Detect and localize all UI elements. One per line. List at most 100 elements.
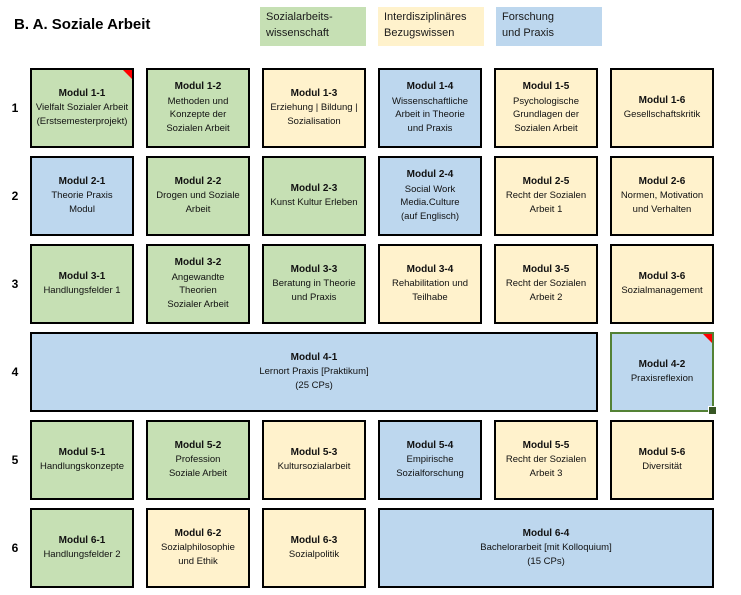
module-title-line: Soziale Arbeit <box>168 468 228 480</box>
module-title-line: Handlungsfelder 1 <box>43 285 121 297</box>
legend-label: Bezugswissen <box>384 26 455 39</box>
modul-5-4-box[interactable]: Modul 5-4 Empirische Sozialforschung <box>378 420 482 500</box>
semester-row-3: 3 Modul 3-1 Handlungsfelder 1 Modul 3-2 Ange… <box>0 244 741 324</box>
modul-4-2-box[interactable]: Modul 4-2 Praxisreflexion <box>610 332 717 415</box>
module-id: Modul 1-5 <box>522 81 570 93</box>
modul-6-2-box[interactable]: Modul 6-2 Sozialphilosophie und Ethik <box>146 508 250 588</box>
modul-1-1-box[interactable]: Modul 1-1 Vielfalt Sozialer Arbeit (Erstse… <box>30 68 134 148</box>
modul-5-5-box[interactable]: Modul 5-5 Recht der Sozialen Arbeit 3 <box>494 420 598 500</box>
row-boxes: Modul 4-1 Lernort Praxis [Praktikum] (25 C… <box>30 332 717 415</box>
module-id: Modul 4-1 <box>290 351 338 363</box>
module-id: Modul 6-4 <box>522 527 570 539</box>
module-title-line: Angewandte <box>171 271 225 283</box>
semester-row-2: 2 Modul 2-1 Theorie Praxis Modul Modul 2-2 Dr… <box>0 156 741 236</box>
comment-marker-icon <box>123 70 132 79</box>
module-id: Modul 3-1 <box>58 270 106 282</box>
page-title: B. A. Soziale Arbeit <box>14 16 151 33</box>
module-title-line: (25 CPs) <box>295 380 333 392</box>
module-id: Modul 1-3 <box>290 87 338 99</box>
module-title-line: Handlungsfelder 2 <box>43 549 121 561</box>
module-id: Modul 6-2 <box>174 527 222 539</box>
modul-2-4-box[interactable]: Modul 2-4 Social Work Media.Culture (auf En… <box>378 156 482 236</box>
modul-2-6-box[interactable]: Modul 2-6 Normen, Motivation und Verhalten <box>610 156 714 236</box>
module-id: Modul 5-6 <box>638 446 686 458</box>
module-title-line: Methoden und <box>167 95 229 107</box>
module-id: Modul 2-4 <box>406 169 454 181</box>
module-id: Modul 3-6 <box>638 270 686 282</box>
module-title-line: Arbeit <box>185 204 211 216</box>
module-title-line: und Ethik <box>178 556 218 568</box>
module-id: Modul 3-5 <box>522 263 570 275</box>
module-title-line: (Erstsemesterprojekt) <box>36 116 128 128</box>
modul-2-5-box[interactable]: Modul 2-5 Recht der Sozialen Arbeit 1 <box>494 156 598 236</box>
module-title-line: Arbeit 2 <box>529 292 563 304</box>
module-title-line: Kunst Kultur Erleben <box>270 197 358 209</box>
module-id: Modul 6-1 <box>58 534 106 546</box>
module-id: Modul 5-5 <box>522 439 570 451</box>
modul-1-6-box[interactable]: Modul 1-6 Gesellschaftskritik <box>610 68 714 148</box>
row-number: 5 <box>11 453 19 467</box>
module-title-line: Recht der Sozialen <box>505 190 587 202</box>
module-title-line: Empirische <box>406 454 454 466</box>
module-title-line: Sozialphilosophie <box>161 542 235 554</box>
modul-5-2-box[interactable]: Modul 5-2 Profession Soziale Arbeit <box>146 420 250 500</box>
modul-3-2-box[interactable]: Modul 3-2 Angewandte Theorien Sozialer Arbe… <box>146 244 250 324</box>
module-title-line: und Praxis <box>291 292 337 304</box>
modul-3-4-box[interactable]: Modul 3-4 Rehabilitation und Teilhabe <box>378 244 482 324</box>
module-id: Modul 1-6 <box>638 94 686 106</box>
semester-row-6: 6 Modul 6-1 Handlungsfelder 2 Modul 6-2 Sozi… <box>0 508 741 588</box>
modul-1-3-box[interactable]: Modul 1-3 Erziehung | Bildung | Sozialisat… <box>262 68 366 148</box>
modul-5-1-box[interactable]: Modul 5-1 Handlungskonzepte <box>30 420 134 500</box>
module-title-line: Lernort Praxis [Praktikum] <box>259 366 369 378</box>
row-boxes: Modul 2-1 Theorie Praxis Modul Modul 2-2 Dro… <box>30 156 714 236</box>
legend-box-yellow[interactable]: Interdisziplinäres Bezugswissen <box>378 7 484 46</box>
module-grid: 1 Modul 1-1 Vielfalt Sozialer Arbeit (Ersts… <box>0 66 741 588</box>
modul-5-6-box[interactable]: Modul 5-6 Diversität <box>610 420 714 500</box>
module-title-line: Sozialmanagement <box>621 285 703 297</box>
modul-6-1-box[interactable]: Modul 6-1 Handlungsfelder 2 <box>30 508 134 588</box>
module-title-line: (15 CPs) <box>527 556 565 568</box>
legend-box-green[interactable]: Sozialarbeits-wissenschaft <box>260 7 366 46</box>
module-id: Modul 6-3 <box>290 534 338 546</box>
module-title-line: Drogen und Soziale <box>156 190 240 202</box>
module-title-line: Sozialen Arbeit <box>166 123 230 135</box>
modul-3-6-box[interactable]: Modul 3-6 Sozialmanagement <box>610 244 714 324</box>
modul-2-1-box[interactable]: Modul 2-1 Theorie Praxis Modul <box>30 156 134 236</box>
module-title-line: Gesellschaftskritik <box>623 109 701 121</box>
module-title-line: Arbeit 1 <box>529 204 563 216</box>
modul-6-3-box[interactable]: Modul 6-3 Sozialpolitik <box>262 508 366 588</box>
module-id: Modul 2-1 <box>58 175 106 187</box>
module-title-line: Praxisreflexion <box>630 373 694 385</box>
module-id: Modul 2-6 <box>638 175 686 187</box>
modul-3-1-box[interactable]: Modul 3-1 Handlungsfelder 1 <box>30 244 134 324</box>
module-title-line: Recht der Sozialen <box>505 278 587 290</box>
modul-5-3-box[interactable]: Modul 5-3 Kultursozialarbeit <box>262 420 366 500</box>
module-title-line: Recht der Sozialen <box>505 454 587 466</box>
modul-6-4-box[interactable]: Modul 6-4 Bachelorarbeit [mit Kolloquium]… <box>378 508 714 588</box>
modul-1-5-box[interactable]: Modul 1-5 Psychologische Grundlagen der Soz… <box>494 68 598 148</box>
module-id: Modul 1-2 <box>174 81 222 93</box>
modul-2-3-box[interactable]: Modul 2-3 Kunst Kultur Erleben <box>262 156 366 236</box>
modul-1-4-box[interactable]: Modul 1-4 Wissenschaftliche Arbeit in Theo… <box>378 68 482 148</box>
modul-3-5-box[interactable]: Modul 3-5 Recht der Sozialen Arbeit 2 <box>494 244 598 324</box>
modul-4-1-box[interactable]: Modul 4-1 Lernort Praxis [Praktikum] (25 C… <box>30 332 598 412</box>
module-id: Modul 5-1 <box>58 446 106 458</box>
module-title-line: Sozialen Arbeit <box>514 123 578 135</box>
module-title-line: Rehabilitation und <box>391 278 469 290</box>
module-id: Modul 5-4 <box>406 439 454 451</box>
modul-1-2-box[interactable]: Modul 1-2 Methoden und Konzepte der Soziale… <box>146 68 250 148</box>
legend-box-blue[interactable]: Forschung und Praxis <box>496 7 602 46</box>
legend: Sozialarbeits-wissenschaft Interdisziplin… <box>260 7 602 46</box>
module-id: Modul 3-4 <box>406 263 454 275</box>
module-title-line: Media.Culture <box>400 197 460 209</box>
module-title-line: Sozialisation <box>287 116 341 128</box>
module-title-line: Grundlagen der <box>512 109 580 121</box>
modul-3-3-box[interactable]: Modul 3-3 Beratung in Theorie und Praxis <box>262 244 366 324</box>
modul-2-2-box[interactable]: Modul 2-2 Drogen und Soziale Arbeit <box>146 156 250 236</box>
legend-label: Forschung <box>502 11 554 23</box>
row-number: 1 <box>11 101 19 115</box>
legend-label: und Praxis <box>502 26 554 39</box>
module-title-line: Normen, Motivation <box>620 190 704 202</box>
semester-row-1: 1 Modul 1-1 Vielfalt Sozialer Arbeit (Ersts… <box>0 68 741 148</box>
resize-handle[interactable] <box>708 406 717 415</box>
